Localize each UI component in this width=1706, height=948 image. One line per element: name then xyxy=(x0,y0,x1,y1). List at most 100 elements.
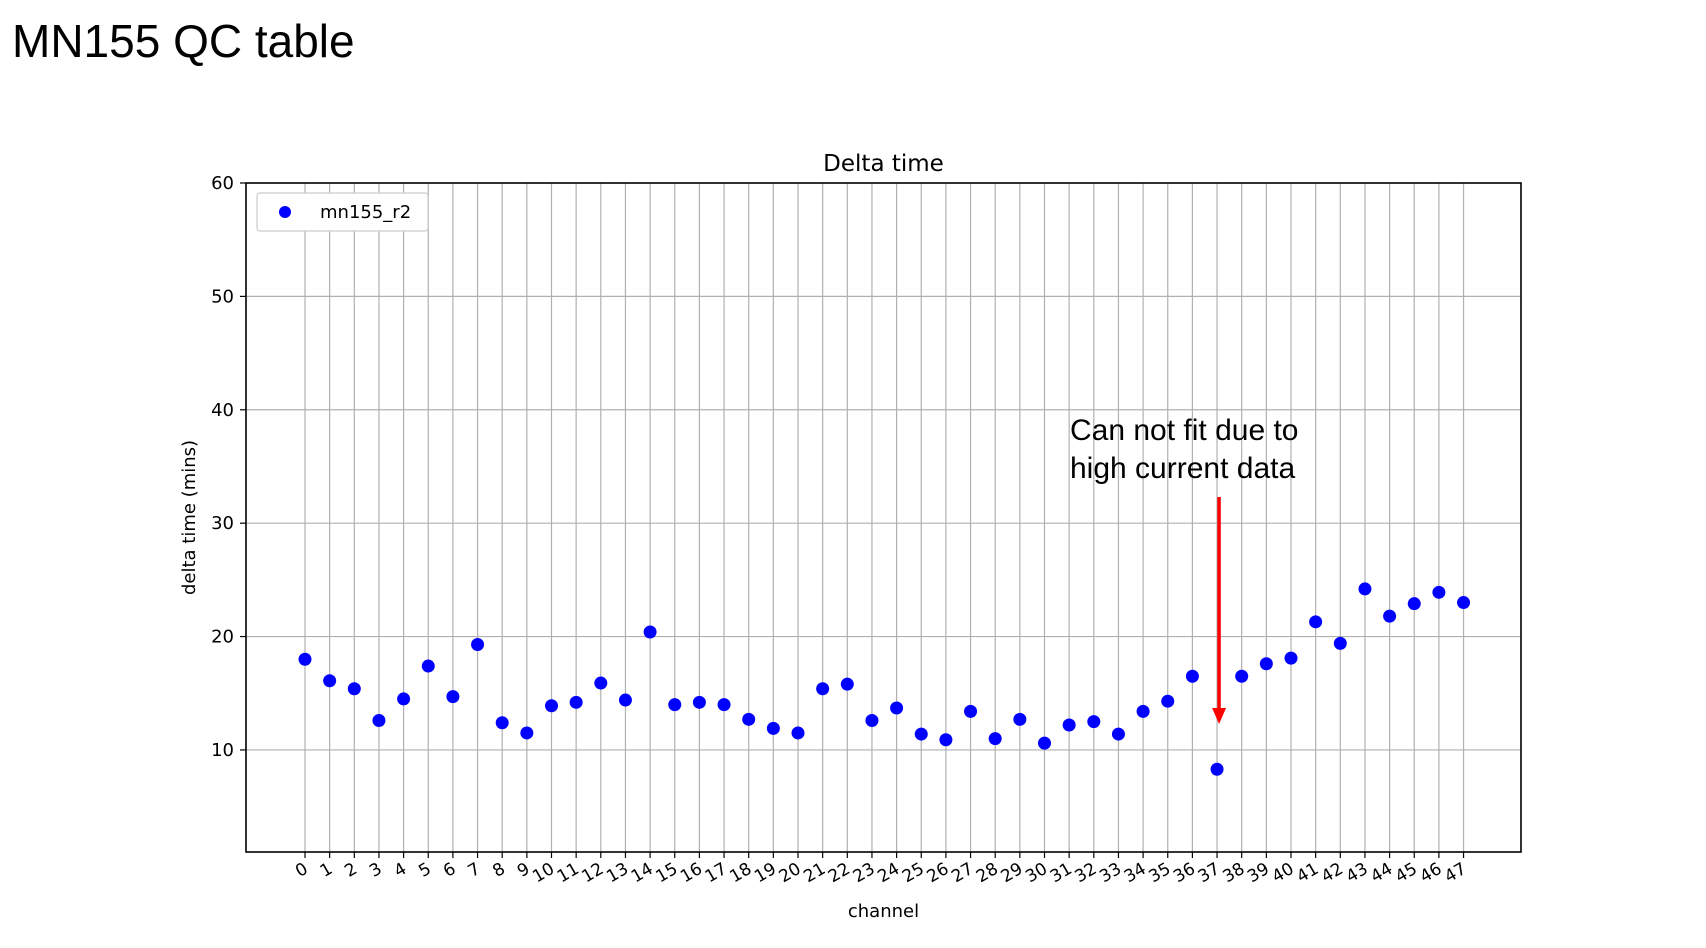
legend-label: mn155_r2 xyxy=(320,202,411,223)
x-tick-label: 20 xyxy=(776,859,805,887)
data-point xyxy=(569,695,583,709)
data-point xyxy=(766,721,780,735)
legend-box xyxy=(256,192,429,232)
data-point xyxy=(520,726,534,740)
x-tick-label: 4 xyxy=(391,859,410,882)
data-point xyxy=(1309,615,1323,629)
x-tick-label: 32 xyxy=(1072,859,1101,887)
data-points xyxy=(298,582,1471,776)
y-tick-label: 60 xyxy=(211,173,234,194)
x-tick-label: 19 xyxy=(751,859,780,887)
x-tick-label: 30 xyxy=(1022,859,1051,887)
x-tick-label: 8 xyxy=(489,859,508,882)
annotation-arrow xyxy=(1212,497,1227,724)
x-tick-label: 46 xyxy=(1417,859,1446,887)
x-tick-label: 15 xyxy=(653,859,682,887)
y-tick-label: 10 xyxy=(211,740,234,761)
data-point xyxy=(643,625,657,639)
x-tick-label: 36 xyxy=(1170,859,1199,887)
annotation-line-2: high current data xyxy=(1070,452,1296,485)
data-point xyxy=(1383,609,1397,623)
x-tick-label: 45 xyxy=(1392,859,1421,887)
x-tick-label: 34 xyxy=(1121,859,1150,887)
x-tick-label: 33 xyxy=(1096,859,1125,887)
x-tick-label: 24 xyxy=(874,859,903,887)
x-tick-label: 29 xyxy=(998,859,1027,887)
data-point xyxy=(816,682,830,696)
data-point xyxy=(1358,582,1372,596)
data-point xyxy=(1432,585,1446,599)
data-point xyxy=(1038,736,1051,750)
data-point xyxy=(1210,762,1224,776)
data-point xyxy=(865,713,879,727)
x-tick-label: 47 xyxy=(1441,859,1470,887)
y-tick-label: 50 xyxy=(211,286,234,307)
data-point xyxy=(1013,712,1027,726)
x-tick-label: 25 xyxy=(899,859,928,887)
data-point xyxy=(421,659,435,673)
x-tick-label: 11 xyxy=(554,859,583,887)
data-point xyxy=(1136,704,1150,718)
data-point xyxy=(1259,657,1273,671)
data-point xyxy=(840,677,854,691)
data-point xyxy=(890,701,904,715)
x-tick-label: 42 xyxy=(1318,859,1347,887)
x-tick-label: 43 xyxy=(1343,859,1372,887)
data-point xyxy=(964,704,978,718)
data-point xyxy=(1457,596,1471,610)
data-point xyxy=(791,726,805,740)
data-point xyxy=(446,690,460,704)
x-tick-label: 35 xyxy=(1146,859,1175,887)
slide-title: MN155 QC table xyxy=(12,15,355,67)
x-tick-label: 26 xyxy=(924,859,953,887)
x-tick-label: 16 xyxy=(677,859,706,887)
data-point xyxy=(298,652,312,666)
x-tick-label: 27 xyxy=(948,859,977,887)
data-point xyxy=(1284,651,1298,665)
data-point xyxy=(1087,715,1101,729)
x-tick-label: 2 xyxy=(341,859,360,882)
x-tick-label: 6 xyxy=(440,859,459,882)
legend-marker xyxy=(279,206,291,218)
data-point xyxy=(1161,694,1175,708)
x-tick-label: 10 xyxy=(529,859,558,887)
data-point xyxy=(1333,636,1347,650)
grid xyxy=(246,183,1521,852)
x-tick-label: 37 xyxy=(1195,859,1224,887)
data-point xyxy=(347,682,361,696)
data-point xyxy=(1235,669,1249,683)
x-tick-label: 40 xyxy=(1269,859,1298,887)
axis-ticks: 0 1 2 3 4 5 6 7 8 9101112131415161718192021222324… xyxy=(211,173,1470,887)
data-point xyxy=(1062,718,1076,732)
x-tick-label: 38 xyxy=(1219,859,1248,887)
x-tick-label: 3 xyxy=(366,859,385,882)
x-tick-label: 18 xyxy=(726,859,755,887)
x-tick-label: 22 xyxy=(825,859,854,887)
plot-frame xyxy=(245,182,1522,853)
data-point xyxy=(1185,669,1199,683)
x-tick-label: 39 xyxy=(1244,859,1273,887)
annotation-text: Can not fit due to high current data xyxy=(1070,412,1299,488)
x-tick-label: 0 xyxy=(292,859,311,882)
x-tick-label: 31 xyxy=(1047,859,1076,887)
data-point xyxy=(594,676,608,690)
data-point xyxy=(717,698,731,712)
data-point xyxy=(742,712,756,726)
data-point xyxy=(692,695,706,709)
y-tick-label: 20 xyxy=(211,627,234,648)
x-tick-label: 14 xyxy=(628,859,657,887)
x-tick-label: 23 xyxy=(850,859,879,887)
data-point xyxy=(939,733,953,747)
data-point xyxy=(914,727,928,741)
data-point xyxy=(372,713,386,727)
data-point xyxy=(1407,597,1421,611)
data-point xyxy=(545,699,558,713)
arrow-head xyxy=(1212,708,1227,724)
x-tick-label: 21 xyxy=(800,859,829,887)
x-tick-label: 41 xyxy=(1293,859,1322,887)
data-point xyxy=(1111,727,1125,741)
x-tick-label: 1 xyxy=(317,859,336,882)
x-tick-label: 17 xyxy=(702,859,731,887)
data-point xyxy=(495,716,509,730)
